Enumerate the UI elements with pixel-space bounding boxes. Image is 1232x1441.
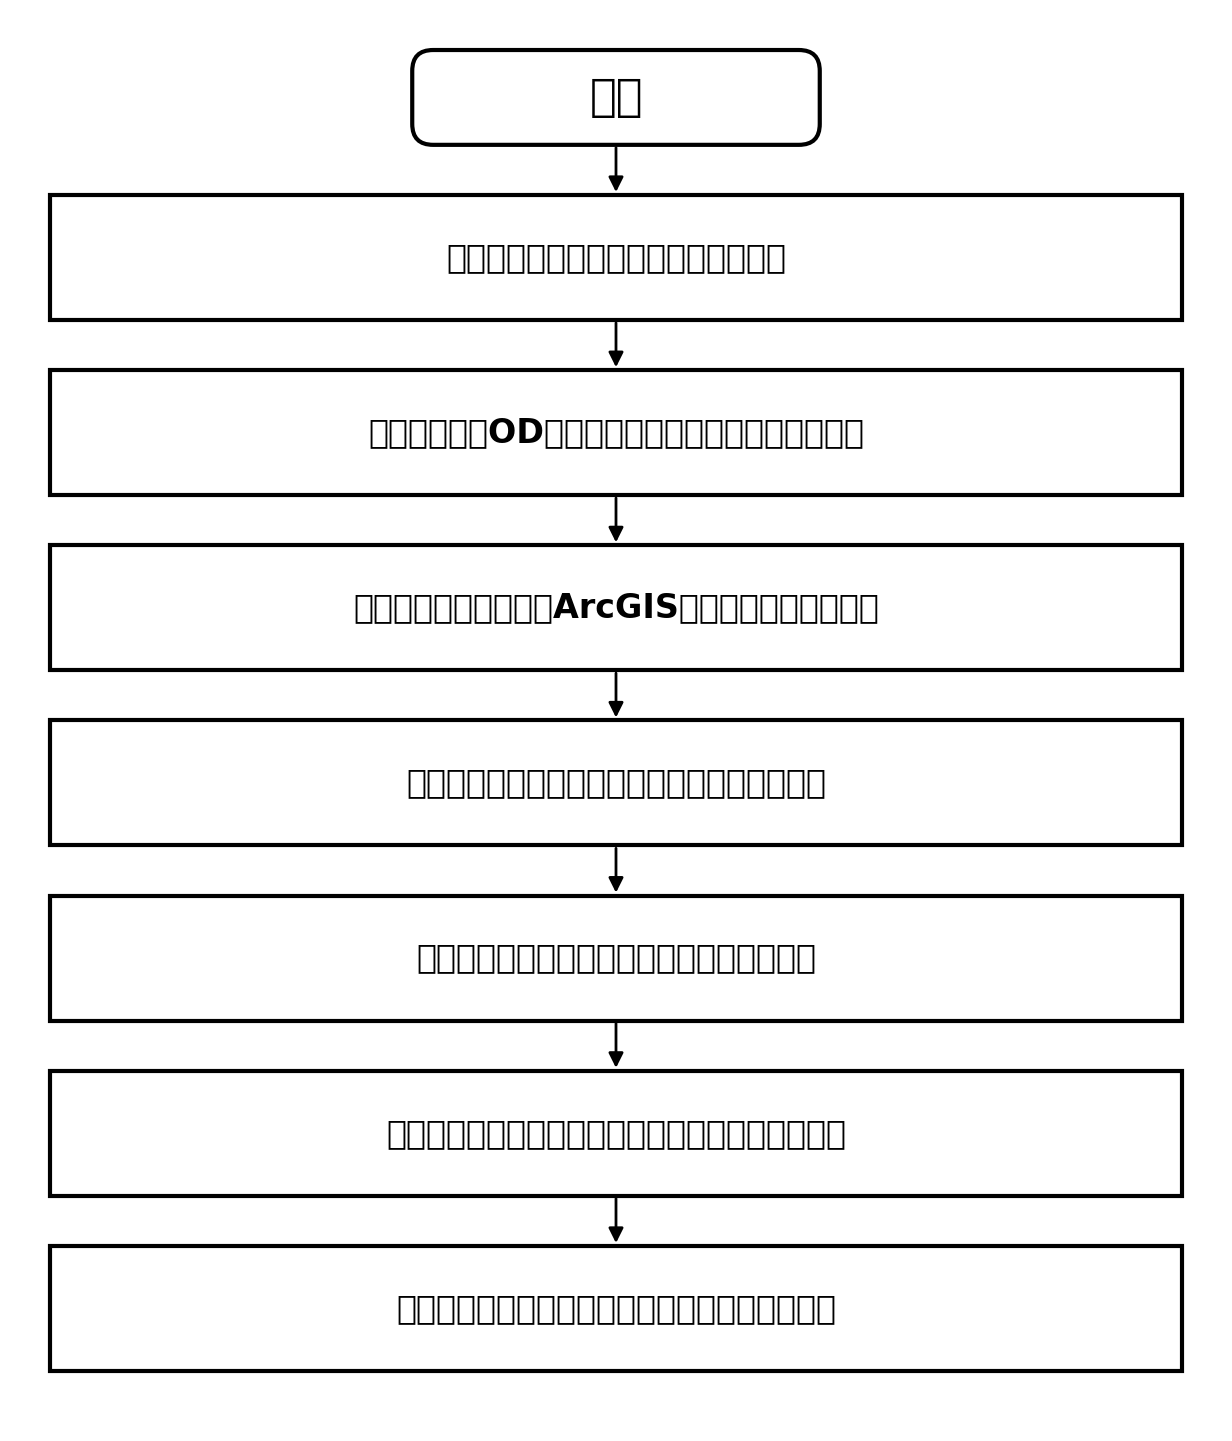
Text: 可视化各渔网格区域内借还量和停放量的时空变化: 可视化各渔网格区域内借还量和停放量的时空变化 (395, 1293, 837, 1324)
Bar (51, 370, 1181, 496)
Bar (51, 895, 1181, 1020)
Text: 统计各渔网格内各时段借还车数并估计原本的停放数: 统计各渔网格内各时段借还车数并估计原本的停放数 (386, 1117, 846, 1150)
FancyBboxPatch shape (413, 50, 819, 146)
Bar (51, 545, 1181, 670)
Bar (51, 195, 1181, 320)
Bar (51, 1071, 1181, 1196)
Text: 确定研究区域，将区域划分为大小相同的渔网格: 确定研究区域，将区域划分为大小相同的渔网格 (407, 767, 825, 800)
Text: 开始: 开始 (589, 76, 643, 120)
Text: 对提取的骑行OD数据以及相关的时间数据进行预处理: 对提取的骑行OD数据以及相关的时间数据进行预处理 (368, 416, 864, 450)
Text: 将预处理后的数据导入ArcGIS中，建立借还车点图层: 将预处理后的数据导入ArcGIS中，建立借还车点图层 (354, 591, 878, 624)
Bar (51, 720, 1181, 846)
Text: 获取共享单车骑行数据，提取有效信息: 获取共享单车骑行数据，提取有效信息 (446, 241, 786, 274)
Bar (51, 1246, 1181, 1370)
Text: 建立研究单元格与借还车点一对多的空间关系: 建立研究单元格与借还车点一对多的空间关系 (416, 941, 816, 974)
